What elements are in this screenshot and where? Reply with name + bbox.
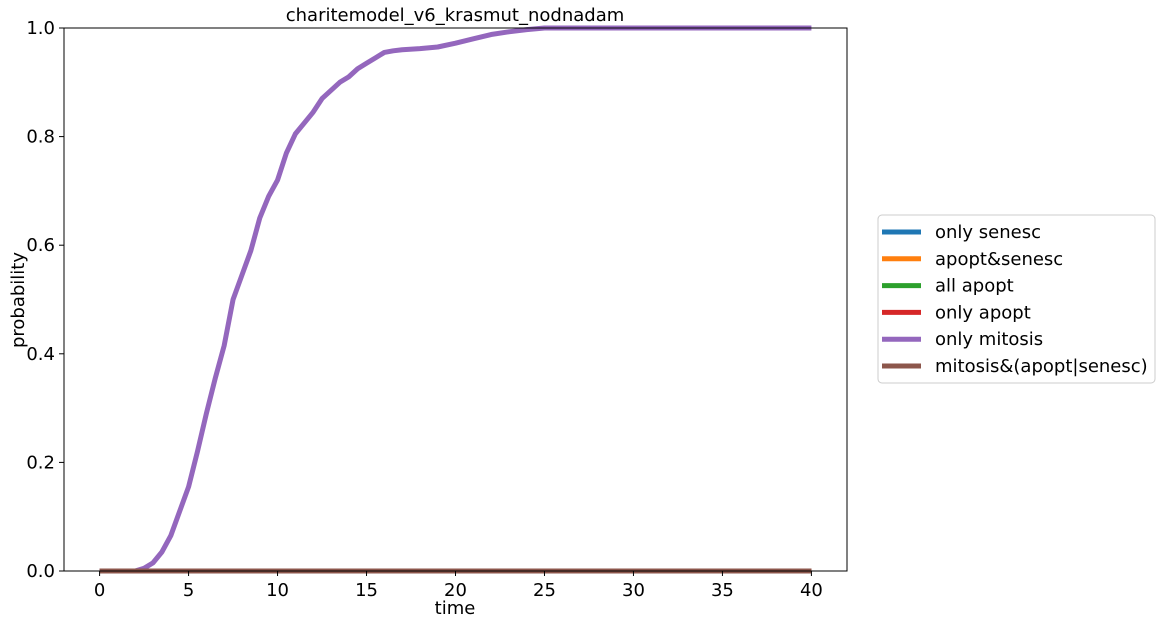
x-tick-label: 0 <box>94 580 105 601</box>
x-tick-label: 35 <box>711 580 734 601</box>
legend-label: mitosis&(apopt|senesc) <box>935 356 1148 377</box>
chart-title: charitemodel_v6_krasmut_nodnadam <box>286 5 625 26</box>
plot-frame <box>63 27 848 572</box>
legend-box <box>877 214 1156 384</box>
legend-label: only senesc <box>935 222 1041 243</box>
legend: only senesc apopt&senesc all apopt only apo… <box>877 214 1156 384</box>
y-axis: 0.0 0.2 0.4 0.6 0.8 1.0 <box>26 18 64 582</box>
x-axis: 0 5 10 15 20 25 30 35 40 <box>94 571 823 601</box>
x-tick-label: 15 <box>355 580 378 601</box>
y-tick-label: 0.8 <box>26 127 55 148</box>
x-tick-label: 25 <box>533 580 556 601</box>
y-tick-label: 0.6 <box>26 235 55 256</box>
x-tick-label: 10 <box>266 580 289 601</box>
x-axis-label: time <box>435 598 476 619</box>
y-tick-label: 1.0 <box>26 18 55 39</box>
x-tick-label: 20 <box>444 580 467 601</box>
x-tick-label: 5 <box>183 580 194 601</box>
legend-label: all apopt <box>935 276 1014 297</box>
legend-label: apopt&senesc <box>935 249 1063 270</box>
y-tick-label: 0.0 <box>26 561 55 582</box>
x-tick-label: 40 <box>800 580 823 601</box>
series-layer <box>99 25 812 574</box>
legend-label: only mitosis <box>935 329 1043 350</box>
y-tick-label: 0.2 <box>26 452 55 473</box>
y-axis-label: probability <box>8 252 29 348</box>
x-tick-label: 30 <box>622 580 645 601</box>
series-line-only-mitosis <box>99 25 812 574</box>
y-tick-label: 0.4 <box>26 344 55 365</box>
legend-label: only apopt <box>935 302 1031 323</box>
